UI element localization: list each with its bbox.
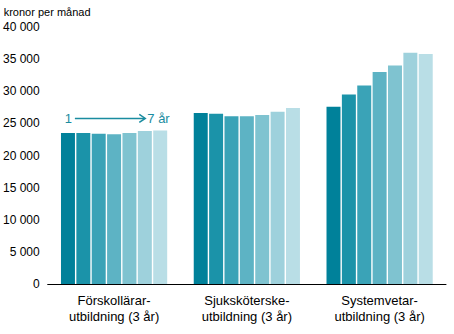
svg-text:utbildning (3 år): utbildning (3 år) (202, 309, 292, 324)
svg-text:utbildning (3 år): utbildning (3 år) (69, 309, 159, 324)
svg-text:20 000: 20 000 (3, 149, 40, 163)
svg-text:15 000: 15 000 (3, 181, 40, 195)
svg-text:Systemvetar-: Systemvetar- (341, 293, 418, 308)
svg-text:35 000: 35 000 (3, 52, 40, 66)
svg-text:utbildning (3 år): utbildning (3 år) (334, 309, 424, 324)
svg-text:1: 1 (65, 111, 72, 126)
svg-text:25 000: 25 000 (3, 116, 40, 130)
svg-text:0: 0 (33, 277, 40, 291)
svg-text:5 000: 5 000 (10, 245, 40, 259)
svg-text:30 000: 30 000 (3, 84, 40, 98)
svg-text:7 år: 7 år (147, 111, 170, 126)
svg-text:Förskollärar-: Förskollärar- (78, 293, 151, 308)
svg-text:10 000: 10 000 (3, 213, 40, 227)
svg-text:40 000: 40 000 (3, 20, 40, 34)
svg-text:kronor per månad: kronor per månad (4, 6, 91, 18)
svg-text:Sjuksköterske-: Sjuksköterske- (204, 293, 289, 308)
